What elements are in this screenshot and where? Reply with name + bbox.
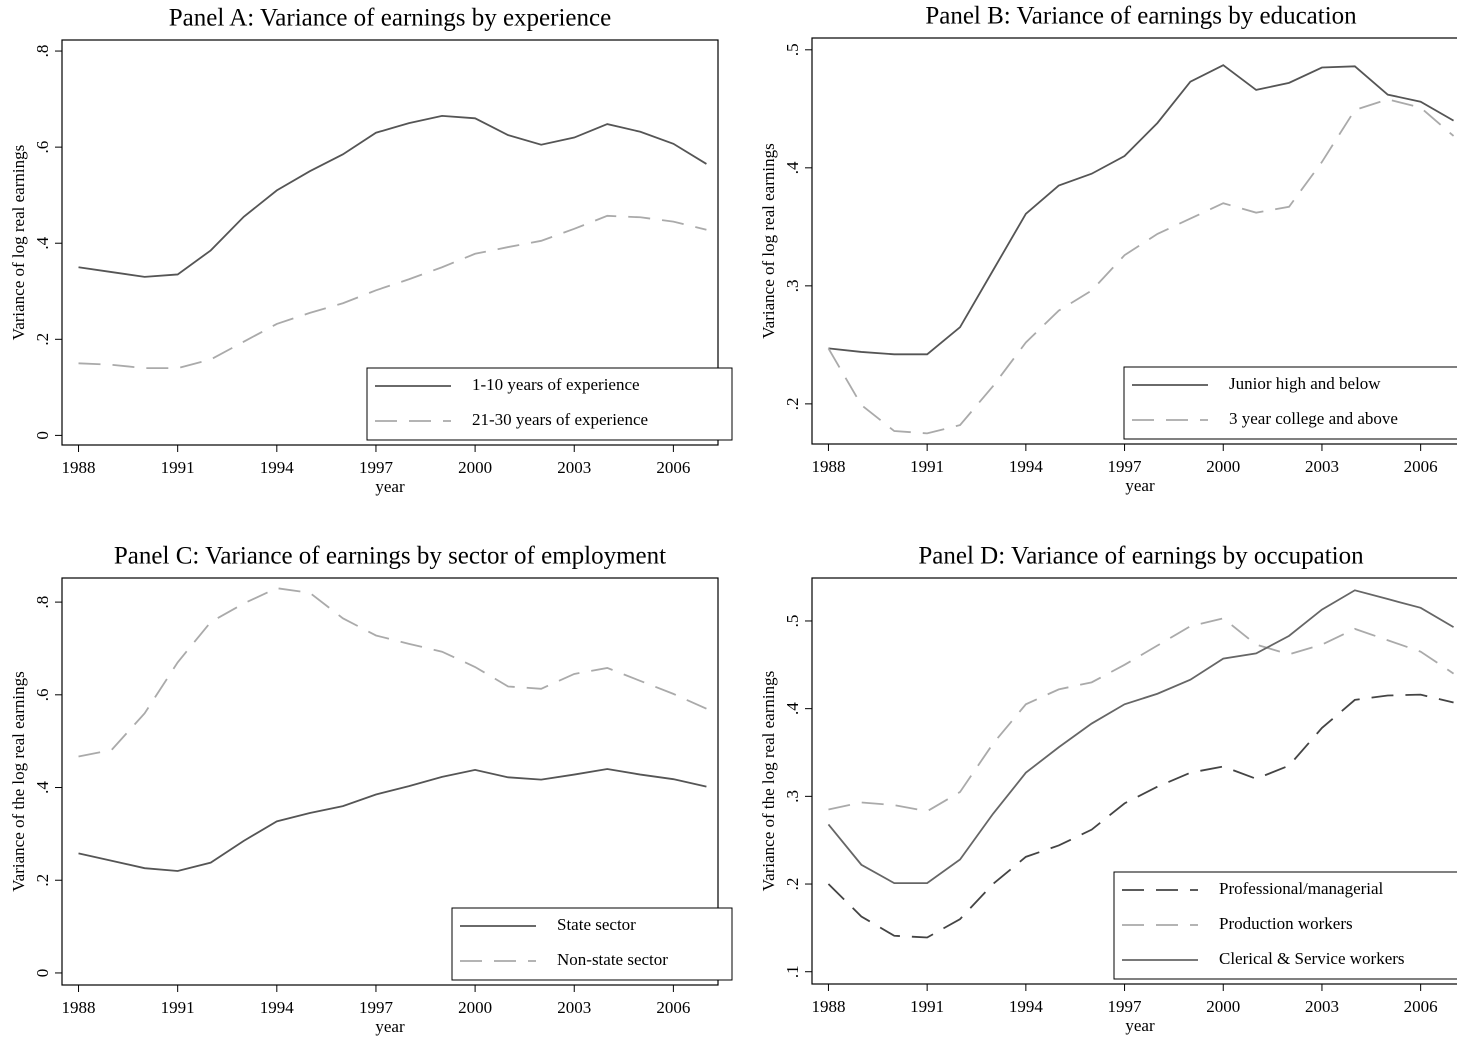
x-tick-label: 2000	[458, 458, 492, 477]
x-tick-label: 2003	[557, 998, 591, 1017]
x-tick-label: 1994	[260, 458, 295, 477]
x-tick-label: 1991	[161, 998, 195, 1017]
y-tick-label: .2	[783, 878, 802, 891]
series-line	[827, 589, 1455, 885]
x-tick-label: 2003	[557, 458, 591, 477]
legend-label: 21-30 years of experience	[472, 410, 648, 429]
x-tick-label: 2000	[1206, 997, 1240, 1016]
x-tick-label: 2003	[1305, 457, 1339, 476]
plot-frame	[811, 37, 1457, 445]
y-tick-label: .1	[783, 965, 802, 978]
series-line	[827, 98, 1455, 435]
x-tick-label: 1994	[260, 998, 295, 1017]
x-tick-label: 1988	[811, 457, 845, 476]
legend-label: Production workers	[1219, 914, 1353, 933]
y-tick-label: .6	[33, 688, 52, 701]
x-axis-title: year	[375, 1017, 405, 1036]
y-tick-label: 0	[33, 969, 52, 978]
y-axis-title: Variance of the log real earnings	[9, 671, 28, 891]
y-tick-label: .6	[33, 141, 52, 154]
y-tick-label: .4	[33, 236, 52, 249]
x-tick-label: 1988	[62, 458, 96, 477]
x-tick-label: 2000	[458, 998, 492, 1017]
x-tick-label: 1994	[1009, 457, 1044, 476]
y-tick-label: .4	[33, 781, 52, 794]
x-tick-label: 1991	[161, 458, 195, 477]
x-tick-label: 1997	[359, 998, 394, 1017]
y-axis-title: Variance of log real earnings	[759, 143, 778, 338]
y-tick-label: .2	[783, 397, 802, 410]
x-tick-label: 1988	[811, 997, 845, 1016]
x-axis-title: year	[375, 477, 405, 496]
y-tick-label: .4	[783, 161, 802, 174]
series-line	[78, 587, 707, 758]
y-tick-label: .5	[783, 615, 802, 628]
legend-box	[451, 907, 733, 981]
x-tick-label: 1997	[1108, 997, 1143, 1016]
panel: Panel B: Variance of earnings by educati…	[759, 3, 1457, 495]
legend-label: Clerical & Service workers	[1219, 949, 1405, 968]
panel: Panel C: Variance of earnings by sector …	[9, 543, 733, 1036]
legend-box	[366, 367, 733, 441]
x-tick-label: 2006	[656, 458, 690, 477]
x-tick-label: 2000	[1206, 457, 1240, 476]
x-tick-label: 1991	[910, 997, 944, 1016]
x-tick-label: 1988	[62, 998, 96, 1017]
x-tick-label: 1994	[1009, 997, 1044, 1016]
x-axis-title: year	[1125, 1016, 1155, 1035]
panel: Panel A: Variance of earnings by experie…	[9, 5, 733, 496]
y-axis-title: Variance of log real earnings	[9, 145, 28, 340]
y-tick-label: .4	[783, 702, 802, 715]
x-tick-label: 2006	[1404, 457, 1438, 476]
chart-title: Panel B: Variance of earnings by educati…	[925, 3, 1357, 30]
legend-label: Non-state sector	[557, 950, 668, 969]
legend-label: Junior high and below	[1229, 374, 1381, 393]
legend-label: 1-10 years of experience	[472, 375, 640, 394]
legend-label: State sector	[557, 915, 636, 934]
x-axis-title: year	[1125, 476, 1155, 495]
x-tick-label: 2006	[656, 998, 690, 1017]
y-tick-label: .8	[33, 596, 52, 609]
series-line	[828, 64, 1454, 356]
x-tick-label: 2006	[1404, 997, 1438, 1016]
series-line	[78, 115, 707, 278]
x-tick-label: 1997	[1108, 457, 1143, 476]
chart-title: Panel C: Variance of earnings by sector …	[114, 543, 666, 570]
x-tick-label: 1997	[359, 458, 394, 477]
chart-title: Panel A: Variance of earnings by experie…	[169, 5, 611, 32]
series-line	[828, 617, 1455, 813]
legend-label: Professional/managerial	[1219, 879, 1384, 898]
y-tick-label: .2	[33, 874, 52, 887]
legend-box	[1123, 366, 1457, 440]
y-tick-label: .3	[783, 790, 802, 803]
y-axis-title: Variance of the log real earnings	[759, 671, 778, 891]
x-tick-label: 1991	[910, 457, 944, 476]
series-line	[78, 768, 707, 872]
y-tick-label: .5	[783, 43, 802, 56]
series-line	[827, 693, 1454, 939]
x-tick-label: 2003	[1305, 997, 1339, 1016]
plot-frame	[61, 577, 719, 986]
y-tick-label: .3	[783, 279, 802, 292]
y-tick-label: 0	[33, 431, 52, 440]
y-tick-label: .8	[33, 45, 52, 58]
plot-frame	[61, 39, 719, 446]
y-tick-label: .2	[33, 333, 52, 346]
legend-label: 3 year college and above	[1229, 409, 1398, 428]
series-line	[78, 214, 707, 370]
plot-frame	[811, 577, 1457, 985]
chart-title: Panel D: Variance of earnings by occupat…	[918, 543, 1364, 570]
panel: Panel D: Variance of earnings by occupat…	[759, 543, 1457, 1035]
